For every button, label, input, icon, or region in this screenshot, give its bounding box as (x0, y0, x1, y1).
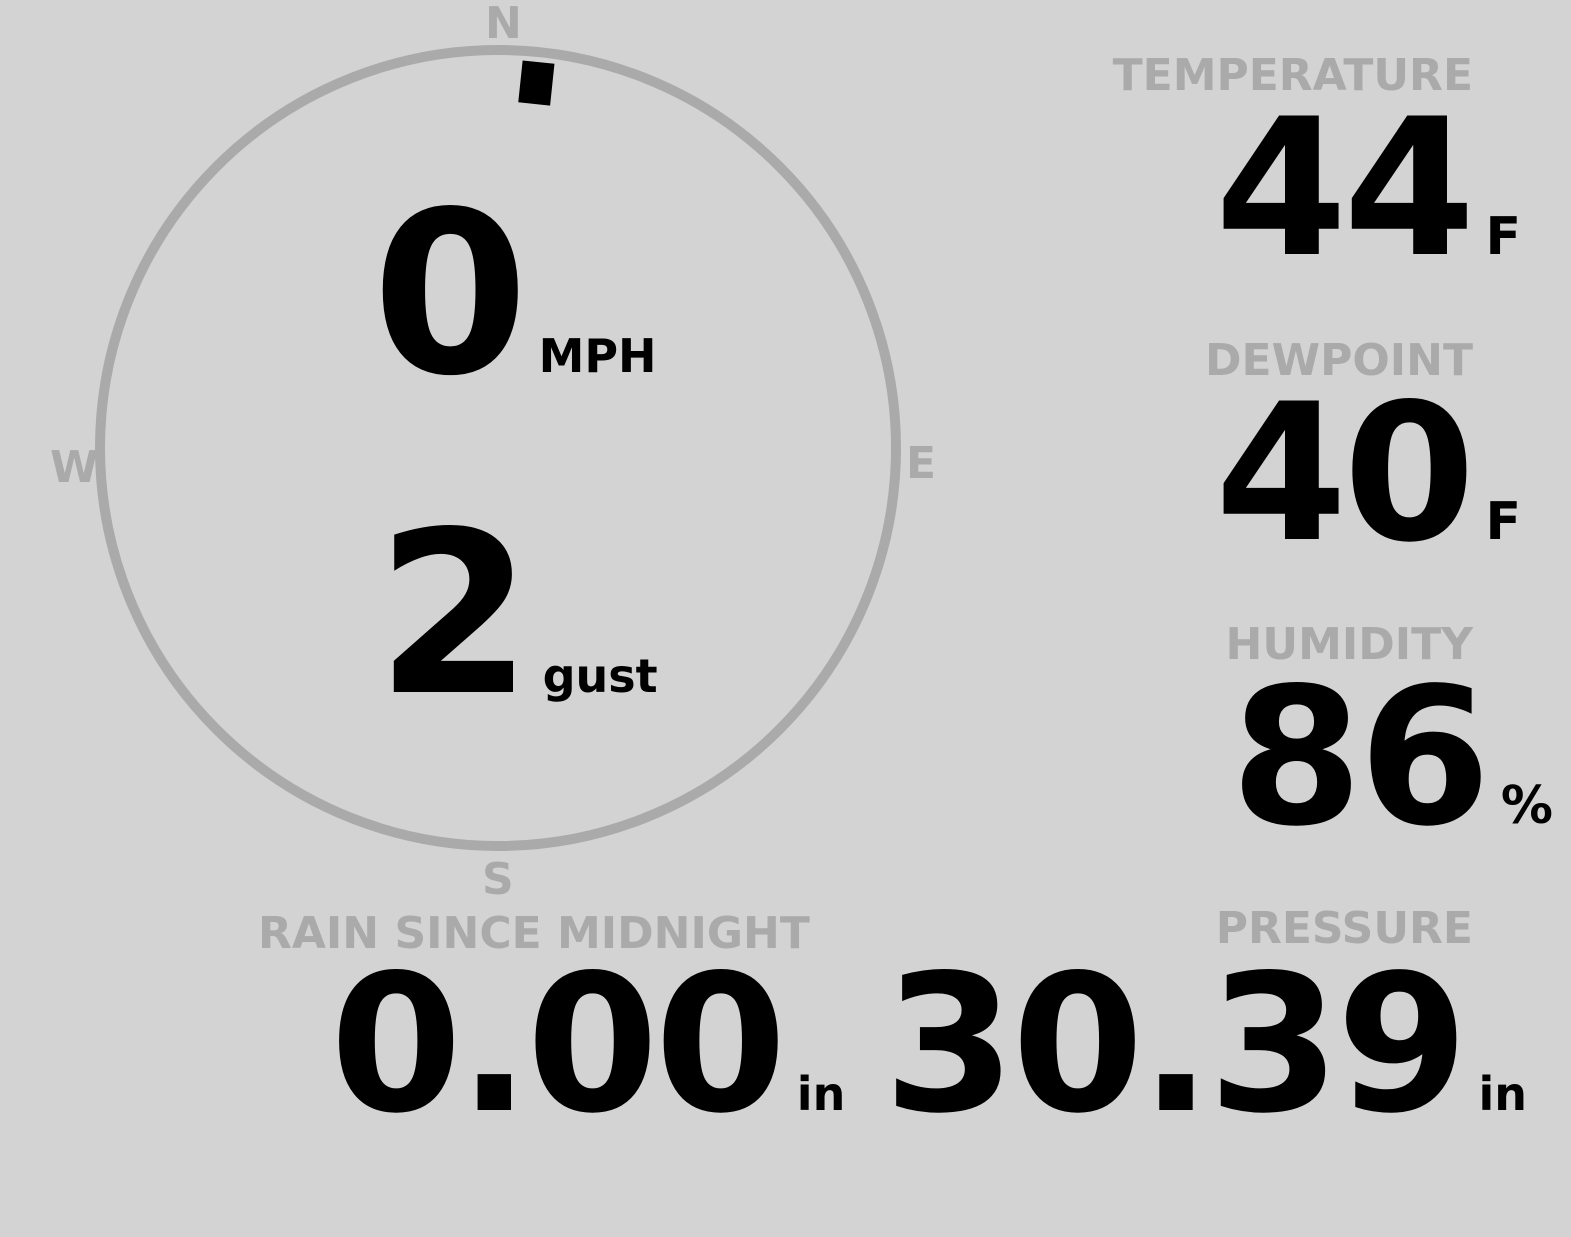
rain-label: RAIN SINCE MIDNIGHT (258, 908, 810, 959)
pressure-value: 30.39 (883, 934, 1468, 1155)
humidity-label: HUMIDITY (1225, 619, 1473, 670)
humidity-unit: % (1500, 776, 1553, 836)
dewpoint-unit: F (1485, 492, 1521, 552)
rain-row: 0.00 in (330, 934, 846, 1155)
wind-speed-unit: MPH (538, 329, 657, 383)
compass-ring (95, 45, 901, 851)
compass-west: W (50, 442, 99, 493)
dewpoint-value: 40 (1215, 363, 1475, 584)
pressure-label: PRESSURE (1215, 903, 1473, 954)
dewpoint-label: DEWPOINT (1205, 335, 1473, 386)
compass-north: N (485, 0, 522, 49)
wind-direction-marker (518, 60, 555, 106)
rain-value: 0.00 (330, 934, 787, 1155)
wind-speed-value: 0 (372, 164, 529, 426)
pressure-row: 30.39 in (883, 934, 1527, 1155)
rain-unit: in (796, 1067, 846, 1121)
compass-east: E (906, 438, 937, 489)
compass-south: S (482, 854, 514, 905)
temperature-unit: F (1485, 207, 1521, 267)
humidity-value: 86 (1230, 647, 1490, 868)
wind-gust-value: 2 (376, 484, 533, 746)
pressure-unit: in (1478, 1067, 1527, 1121)
temperature-label: TEMPERATURE (1112, 50, 1473, 101)
dewpoint-row: 40 F (1215, 363, 1521, 584)
wind-gust-unit: gust (542, 649, 658, 703)
wind-gust-row: 2 gust (376, 484, 658, 746)
wind-speed-row: 0 MPH (372, 164, 657, 426)
humidity-row: 86 % (1230, 647, 1553, 868)
temperature-row: 44 F (1215, 78, 1521, 299)
temperature-value: 44 (1215, 78, 1475, 299)
